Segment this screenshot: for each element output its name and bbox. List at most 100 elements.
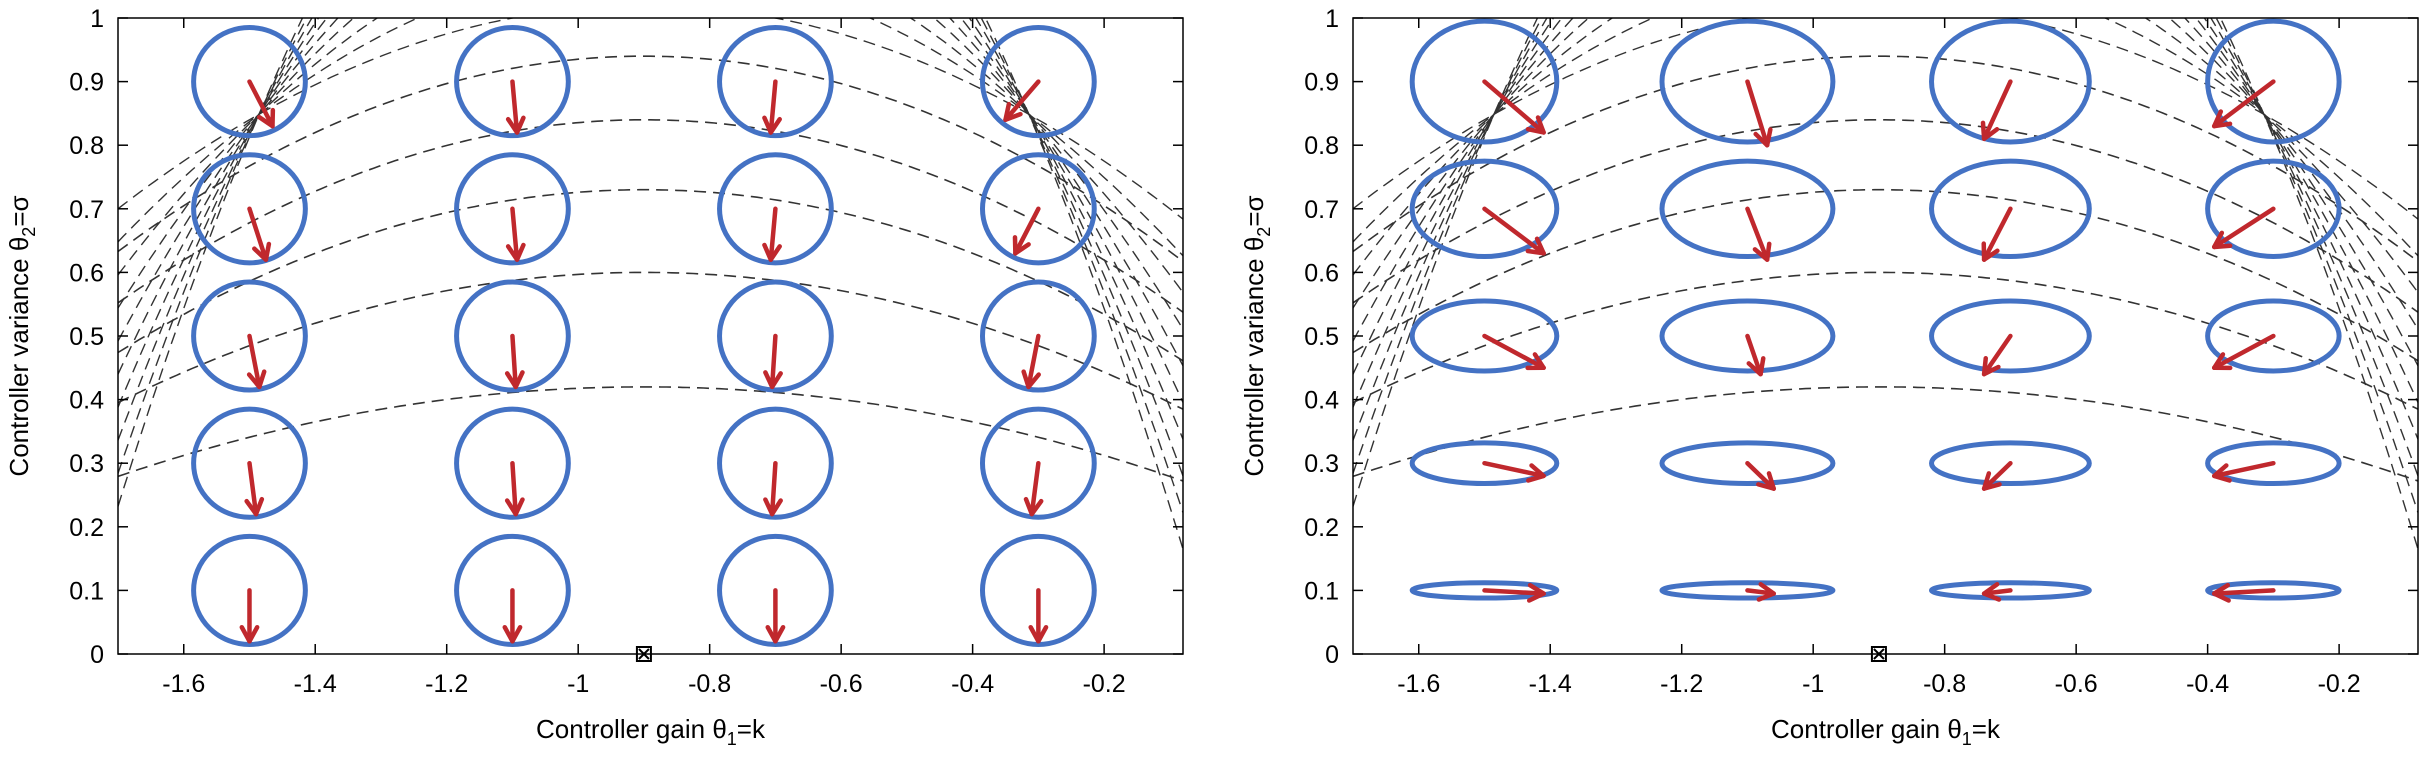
gradient-arrow: [1745, 79, 1773, 148]
contour-line: [1353, 386, 2418, 482]
contour-line: [118, 386, 1183, 482]
uncertainty-ellipse: [979, 152, 1097, 266]
uncertainty-ellipse: [1409, 158, 1560, 260]
chart-panel-left: -1.6 -1.4 -1.2 -1 -0.8 -0.6 -0.4 -0.2 0 0.1 0.2 0.3…: [4, 5, 1184, 749]
x-tick-label: -0.2: [2318, 670, 2361, 698]
gradient-arrow: [1012, 206, 1041, 256]
gradient-arrow: [1021, 333, 1041, 390]
contour-line: [118, 18, 1183, 403]
uncertainty-ellipse: [1409, 440, 1560, 487]
contour-line: [1353, 271, 2418, 410]
y-tick-label: 0.7: [1304, 196, 1339, 224]
contour-line: [118, 18, 1183, 220]
uncertainty-ellipse: [1409, 18, 1560, 145]
uncertainty-ellipse: [1929, 18, 2092, 145]
gradient-arrow: [763, 460, 783, 517]
uncertainty-ellipse: [717, 152, 834, 266]
contour-line: [1353, 18, 2418, 367]
gradient-arrow: [1980, 79, 2013, 142]
x-tick-label: -1: [567, 670, 589, 698]
gradient-arrow: [1482, 460, 1546, 483]
uncertainty-ellipse: [979, 279, 1097, 393]
uncertainty-ellipse: [2205, 440, 2342, 487]
y-tick-label: 0.5: [1304, 323, 1339, 351]
gradient-arrow: [1482, 582, 1546, 603]
gradient-arrow: [1023, 460, 1044, 517]
uncertainty-ellipse: [1409, 580, 1560, 601]
uncertainty-ellipse: [717, 533, 834, 647]
contour-line: [1353, 18, 2418, 403]
uncertainty-ellipse: [454, 279, 571, 393]
chart-panel-right: -1.6 -1.4 -1.2 -1 -0.8 -0.6 -0.4 -0.2 0 0.1 0.2 0.3…: [1239, 5, 2419, 749]
contour-line: [1353, 18, 2418, 330]
y-tick-label: 1: [1325, 5, 1339, 33]
y-tick-label: 0.9: [69, 69, 104, 97]
gradient-arrow: [1981, 582, 2013, 602]
gradient-arrow: [247, 206, 272, 262]
gradient-arrow: [504, 333, 525, 390]
gradient-arrow: [1981, 333, 2013, 377]
uncertainty-ellipse: [979, 406, 1097, 520]
uncertainty-ellipse: [1929, 580, 2092, 601]
y-axis-label: Controller variance θ2=σ: [1239, 195, 1274, 476]
uncertainty-ellipse: [717, 406, 834, 520]
uncertainty-ellipse: [2205, 298, 2342, 374]
gradient-arrow: [504, 460, 525, 517]
uncertainty-ellipse: [454, 533, 571, 647]
gradient-arrow: [1482, 333, 1546, 371]
uncertainty-ellipse: [454, 25, 571, 139]
y-tick-label: 0: [90, 641, 104, 669]
gradient-arrow: [1745, 460, 1776, 491]
contour-line: [1353, 18, 2418, 293]
uncertainty-ellipse: [191, 406, 308, 520]
gradient-arrow: [763, 333, 783, 390]
uncertainty-ellipse: [2205, 158, 2342, 260]
x-tick-label: -1.4: [294, 670, 337, 698]
uncertainty-ellipse: [979, 25, 1097, 139]
y-tick-label: 0.8: [1304, 132, 1339, 160]
uncertainty-ellipse: [717, 279, 834, 393]
y-tick-label: 0.6: [69, 259, 104, 287]
y-tick-label: 0.1: [1304, 577, 1339, 605]
uncertainty-ellipse: [1929, 158, 2092, 260]
gradient-arrow: [2211, 582, 2276, 603]
y-tick-label: 0.1: [69, 577, 104, 605]
uncertainty-ellipse: [1409, 298, 1560, 374]
uncertainty-ellipse: [454, 152, 571, 266]
gradient-arrow: [505, 79, 526, 135]
plot-area: [1353, 18, 2418, 603]
gradient-arrow: [2211, 460, 2276, 483]
y-tick-label: 0.4: [69, 387, 104, 415]
x-tick-label: -0.4: [2186, 670, 2229, 698]
x-axis-label: Controller gain θ1=k: [1771, 714, 2001, 749]
uncertainty-ellipse: [1659, 440, 1836, 487]
contour-line: [118, 188, 1183, 362]
y-tick-label: 0.3: [69, 450, 104, 478]
gradient-arrow: [1745, 333, 1766, 377]
y-tick-label: 0.2: [1304, 514, 1339, 542]
y-tick-label: 0.2: [69, 514, 104, 542]
contour-line: [118, 18, 1183, 550]
uncertainty-ellipse: [191, 533, 308, 647]
x-tick-label: -0.8: [688, 670, 731, 698]
uncertainty-ellipse: [1659, 580, 1836, 601]
y-tick-label: 0.8: [69, 132, 104, 160]
gradient-arrow: [1003, 79, 1041, 123]
y-tick-label: 0.7: [69, 196, 104, 224]
contour-line: [1353, 55, 2418, 263]
optimum-marker: [635, 646, 652, 662]
uncertainty-ellipse: [717, 25, 834, 139]
uncertainty-ellipse: [1659, 158, 1836, 260]
y-tick-label: 0: [1325, 641, 1339, 669]
x-tick-label: -1.6: [162, 670, 205, 698]
uncertainty-ellipse: [454, 406, 571, 520]
contour-line: [118, 18, 1183, 330]
x-tick-label: -0.6: [820, 670, 863, 698]
gradient-arrow: [1482, 79, 1546, 135]
contour-line: [1353, 119, 2418, 313]
contour-line: [1353, 18, 2418, 220]
y-tick-label: 0.3: [1304, 450, 1339, 478]
contour-line: [118, 18, 1183, 257]
x-tick-label: -1.4: [1529, 670, 1572, 698]
